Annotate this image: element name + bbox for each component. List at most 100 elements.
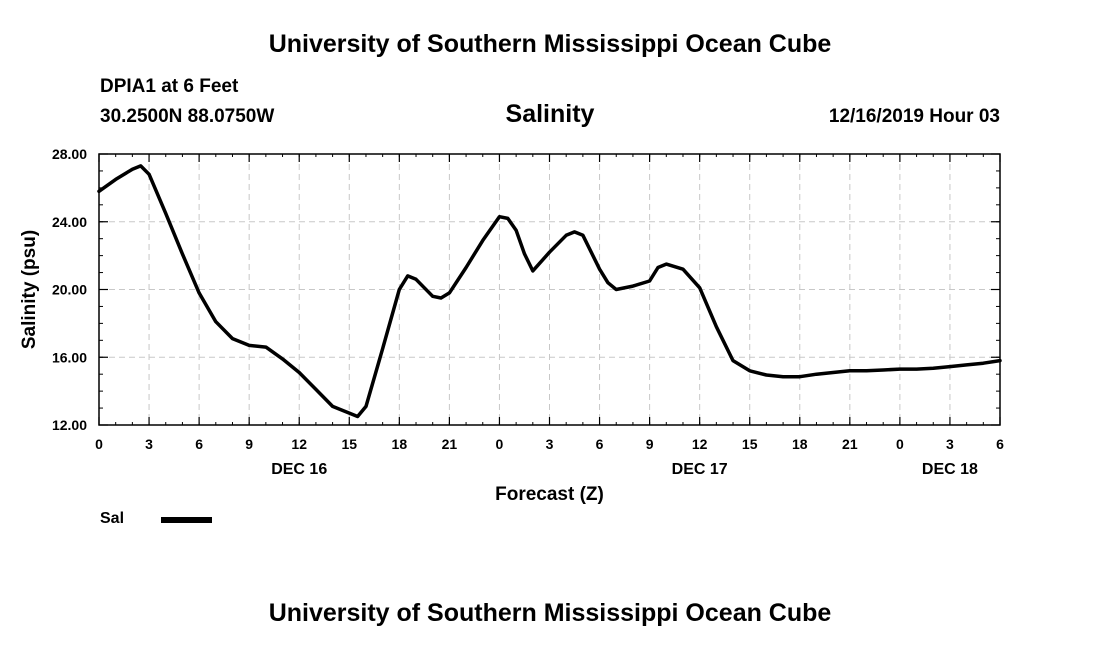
y-tick-label: 24.00 — [52, 214, 87, 230]
salinity-data-point — [981, 361, 985, 365]
salinity-data-point — [481, 238, 485, 242]
salinity-data-point — [614, 288, 618, 291]
salinity-data-point — [765, 373, 768, 377]
salinity-data-point — [331, 404, 334, 408]
station-coordinates: 30.2500N 88.0750W — [100, 106, 275, 127]
salinity-data-point — [798, 375, 802, 379]
salinity-data-point — [815, 372, 818, 376]
salinity-data-point — [848, 369, 852, 373]
chart-main-title: University of Southern Mississippi Ocean… — [268, 30, 832, 58]
salinity-data-point — [965, 363, 969, 367]
salinity-data-point — [247, 343, 251, 347]
y-tick-label: 20.00 — [52, 282, 87, 298]
x-tick-label: 21 — [442, 436, 458, 452]
salinity-data-point — [197, 291, 201, 295]
y-tick-label: 16.00 — [52, 349, 87, 365]
x-tick-label: 3 — [946, 436, 954, 452]
salinity-data-point — [714, 325, 718, 329]
x-tick-label: 12 — [291, 436, 307, 452]
salinity-data-point — [281, 357, 284, 361]
salinity-data-point — [831, 371, 835, 374]
salinity-data-point — [130, 167, 134, 171]
salinity-data-point — [781, 375, 785, 379]
salinity-data-point — [447, 291, 451, 295]
day-label: DEC 17 — [672, 461, 728, 478]
salinity-data-point — [664, 262, 668, 266]
x-tick-label: 3 — [145, 436, 153, 452]
salinity-data-point — [598, 267, 601, 271]
x-tick-label: 15 — [742, 436, 758, 452]
salinity-data-point — [97, 189, 101, 193]
salinity-data-point — [414, 277, 418, 281]
variable-title: Salinity — [505, 100, 595, 128]
y-tick-label: 28.00 — [52, 146, 87, 162]
x-tick-label: 6 — [596, 436, 604, 452]
salinity-data-point — [356, 415, 360, 418]
salinity-data-point — [314, 388, 318, 391]
x-tick-label: 18 — [792, 436, 808, 452]
salinity-data-point — [748, 369, 752, 373]
x-tick-label: 12 — [692, 436, 708, 452]
salinity-data-point — [364, 404, 368, 408]
salinity-data-point — [998, 359, 1002, 363]
salinity-data-point — [523, 252, 526, 256]
salinity-data-point — [147, 172, 151, 176]
salinity-data-point — [731, 359, 735, 363]
salinity-data-point — [564, 233, 568, 237]
x-tick-label: 0 — [95, 436, 103, 452]
x-tick-label: 6 — [195, 436, 203, 452]
x-tick-label: 3 — [546, 436, 554, 452]
salinity-data-point — [347, 411, 351, 415]
salinity-data-point — [114, 178, 118, 181]
salinity-data-point — [431, 294, 435, 298]
y-tick-label: 12.00 — [52, 417, 87, 433]
salinity-data-point — [214, 320, 218, 324]
legend-swatch — [161, 517, 212, 523]
salinity-data-point — [898, 367, 902, 371]
salinity-data-point — [573, 230, 576, 234]
plot-frame — [98, 153, 1001, 426]
salinity-data-point — [231, 337, 234, 341]
salinity-data-point — [164, 211, 168, 215]
salinity-data-point — [631, 284, 635, 288]
salinity-data-point — [406, 274, 410, 278]
salinity-data-point — [506, 216, 510, 220]
x-tick-label: 9 — [646, 436, 654, 452]
salinity-data-point — [548, 250, 551, 254]
salinity-data-point — [915, 367, 918, 371]
salinity-data-point — [698, 286, 702, 290]
x-axis-title: Forecast (Z) — [495, 484, 604, 505]
salinity-data-point — [865, 369, 868, 373]
x-tick-label: 18 — [392, 436, 408, 452]
x-tick-label: 21 — [842, 436, 858, 452]
salinity-data-point — [648, 279, 652, 283]
x-tick-label: 9 — [245, 436, 253, 452]
salinity-data-point — [181, 252, 184, 256]
y-axis-title: Salinity (psu) — [19, 230, 40, 349]
footer-title: University of Southern Mississippi Ocean… — [268, 599, 832, 627]
day-label: DEC 18 — [922, 461, 978, 478]
salinity-data-point — [881, 368, 885, 372]
salinity-data-point — [264, 345, 268, 349]
salinity-data-point — [931, 366, 935, 370]
salinity-data-point — [381, 347, 385, 351]
legend-label: Sal — [100, 510, 125, 527]
salinity-data-point — [439, 296, 443, 300]
salinity-data-point — [297, 371, 301, 374]
x-tick-label: 0 — [496, 436, 504, 452]
salinity-data-point — [606, 281, 610, 285]
salinity-data-point — [498, 215, 501, 219]
salinity-data-point — [531, 269, 535, 273]
salinity-data-point — [464, 266, 468, 269]
x-tick-label: 15 — [341, 436, 357, 452]
salinity-data-point — [581, 233, 585, 237]
salinity-data-point — [681, 267, 685, 271]
station-label: DPIA1 at 6 Feet — [100, 76, 239, 97]
x-tick-label: 0 — [896, 436, 904, 452]
salinity-data-point — [139, 164, 143, 168]
salinity-series-line — [97, 164, 1002, 419]
salinity-data-point — [397, 288, 401, 291]
x-tick-label: 6 — [996, 436, 1004, 452]
forecast-timestamp: 12/16/2019 Hour 03 — [828, 106, 1000, 127]
